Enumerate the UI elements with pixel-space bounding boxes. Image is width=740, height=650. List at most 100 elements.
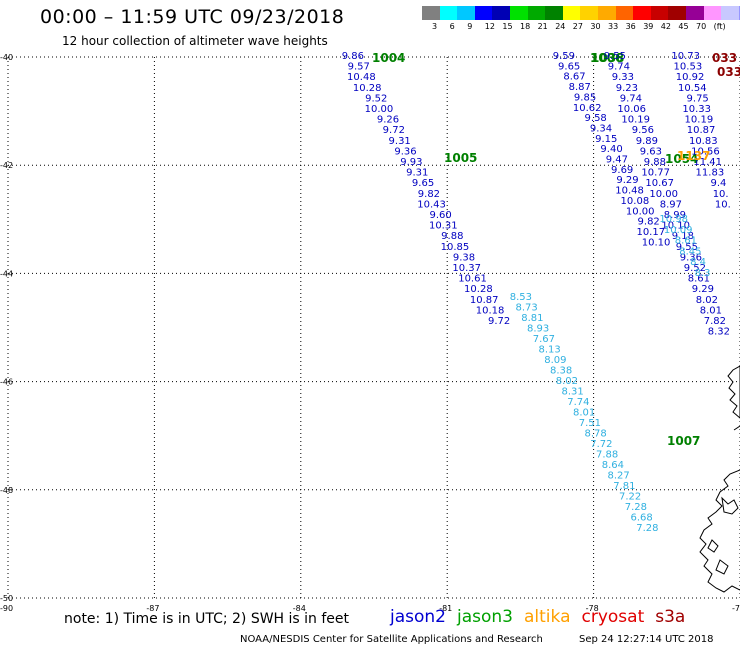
wave-height-value: 9.34	[590, 123, 612, 134]
wave-height-value: 9.55	[604, 51, 626, 62]
latitude-label: -40	[0, 53, 13, 62]
wave-height-value: 7.72	[590, 439, 612, 450]
legend-item-cryosat: cryosat	[581, 607, 645, 627]
wave-height-value: 8.01	[573, 408, 595, 419]
latitude-label: -42	[0, 161, 13, 170]
page-subtitle: 12 hour collection of altimeter wave hei…	[62, 34, 328, 48]
wave-height-value: 9.31	[406, 168, 428, 179]
wave-height-value: 10.67	[645, 178, 674, 189]
color-swatch	[562, 6, 581, 20]
color-tick-label: 21	[537, 22, 548, 31]
legend-item-jason3: jason3	[457, 607, 513, 627]
wave-height-value: 8.64	[602, 460, 624, 471]
wave-height-value: 10.53	[674, 62, 703, 73]
longitude-label: -75	[732, 604, 740, 613]
wave-height-value: 9.82	[418, 189, 440, 200]
wave-height-value: 10.73	[671, 51, 700, 62]
color-swatch	[439, 6, 458, 20]
wave-height-value: 10.19	[685, 115, 714, 126]
legend-item-altika: altika	[524, 607, 571, 627]
color-swatch	[474, 6, 493, 20]
color-swatch	[721, 6, 739, 20]
wave-height-value: 9.36	[394, 146, 416, 157]
wave-height-value: 10.00	[365, 104, 394, 115]
wave-height-value: 8.01	[700, 305, 722, 316]
wave-height-value: 10.83	[689, 136, 718, 147]
wave-height-value: 9.55	[676, 242, 698, 253]
wave-height-value: 10.10	[661, 221, 690, 232]
color-swatch	[527, 6, 546, 20]
wave-height-value: 10.87	[687, 125, 716, 136]
wave-height-value: 10.18	[476, 305, 505, 316]
color-tick-label: 18	[520, 22, 531, 31]
wave-height-value: 9.33	[612, 72, 634, 83]
wave-height-value: 10.28	[464, 284, 493, 295]
wave-height-value: 7.28	[636, 523, 658, 534]
wave-height-value: 9.89	[636, 136, 658, 147]
wave-height-value: 7.22	[619, 492, 641, 503]
legend-item-jason2: jason2	[390, 607, 446, 627]
color-tick-label: 9	[467, 22, 473, 31]
wave-height-value: 8.93	[527, 324, 549, 335]
color-swatch	[703, 6, 722, 20]
color-swatch	[597, 6, 616, 20]
wave-height-value: 7.82	[704, 316, 726, 327]
longitude-label: -90	[0, 604, 13, 613]
color-tick-label: (ft)	[713, 22, 726, 31]
wave-height-value: 7.67	[533, 334, 555, 345]
wave-height-value: 9.82	[638, 217, 660, 228]
color-swatch	[545, 6, 563, 20]
wave-height-value: 10.10	[642, 237, 671, 248]
wave-height-value: 9.88	[441, 231, 463, 242]
wave-height-value: 9.86	[342, 51, 364, 62]
color-tick-label: 70	[696, 22, 707, 31]
wave-height-value: 9.65	[412, 178, 434, 189]
wave-height-value: 8.32	[708, 327, 730, 338]
wave-height-value: 10.37	[452, 263, 481, 274]
wave-height-value: 8.87	[569, 82, 591, 93]
color-tick-label: 30	[590, 22, 601, 31]
latitude-label: -44	[0, 269, 13, 278]
color-tick-label: 15	[502, 22, 513, 31]
wave-height-value: 9.4	[710, 178, 726, 189]
pass-number-label: 1054	[665, 152, 698, 166]
latitude-label: -46	[0, 378, 13, 387]
wave-height-value: 9.60	[429, 210, 451, 221]
wave-height-value: 9.52	[365, 93, 387, 104]
wave-height-value: 10.48	[347, 72, 376, 83]
wave-height-value: 10.31	[429, 221, 458, 232]
wave-height-value: 8.27	[607, 471, 629, 482]
wave-height-value: 10.61	[458, 274, 487, 285]
wave-height-value: 8.13	[538, 345, 560, 356]
wave-height-value: 8.99	[664, 210, 686, 221]
wave-height-value: 9.29	[692, 284, 714, 295]
wave-height-value: 8.3	[695, 268, 711, 279]
color-tick-label: 12	[484, 22, 495, 31]
pass-number-label: 1005	[444, 151, 477, 165]
wave-height-value: 10.09	[664, 225, 693, 236]
wave-height-value: 9.72	[488, 316, 510, 327]
wave-height-value: 9.40	[600, 144, 622, 155]
longitude-label: -78	[586, 604, 599, 613]
wave-height-value: 10.54	[678, 83, 707, 94]
satellite-legend: jason2 jason3 altika cryosat s3a	[390, 607, 696, 627]
wave-height-value: 10.43	[417, 199, 446, 210]
wave-height-value: 10.33	[682, 104, 711, 115]
color-tick-label: 45	[678, 22, 689, 31]
color-tick-label: 6	[449, 22, 455, 31]
latitude-label: -48	[0, 486, 13, 495]
wave-height-value: 9.57	[348, 62, 370, 73]
wave-height-value: 10.28	[353, 83, 382, 94]
wave-height-value: 9.72	[383, 125, 405, 136]
wave-height-value: 7.88	[596, 450, 618, 461]
latitude-label: -50	[0, 594, 13, 603]
color-swatch	[509, 6, 528, 20]
wave-height-value: 9.58	[585, 113, 607, 124]
coastline	[699, 365, 740, 593]
pass-number-label: 1038	[591, 51, 624, 65]
wave-height-value: 8.53	[510, 292, 532, 303]
color-swatch	[738, 6, 740, 20]
wave-height-value: 9.93	[400, 157, 422, 168]
wave-height-value: 10.	[715, 199, 731, 210]
wave-height-value: 9.31	[389, 136, 411, 147]
